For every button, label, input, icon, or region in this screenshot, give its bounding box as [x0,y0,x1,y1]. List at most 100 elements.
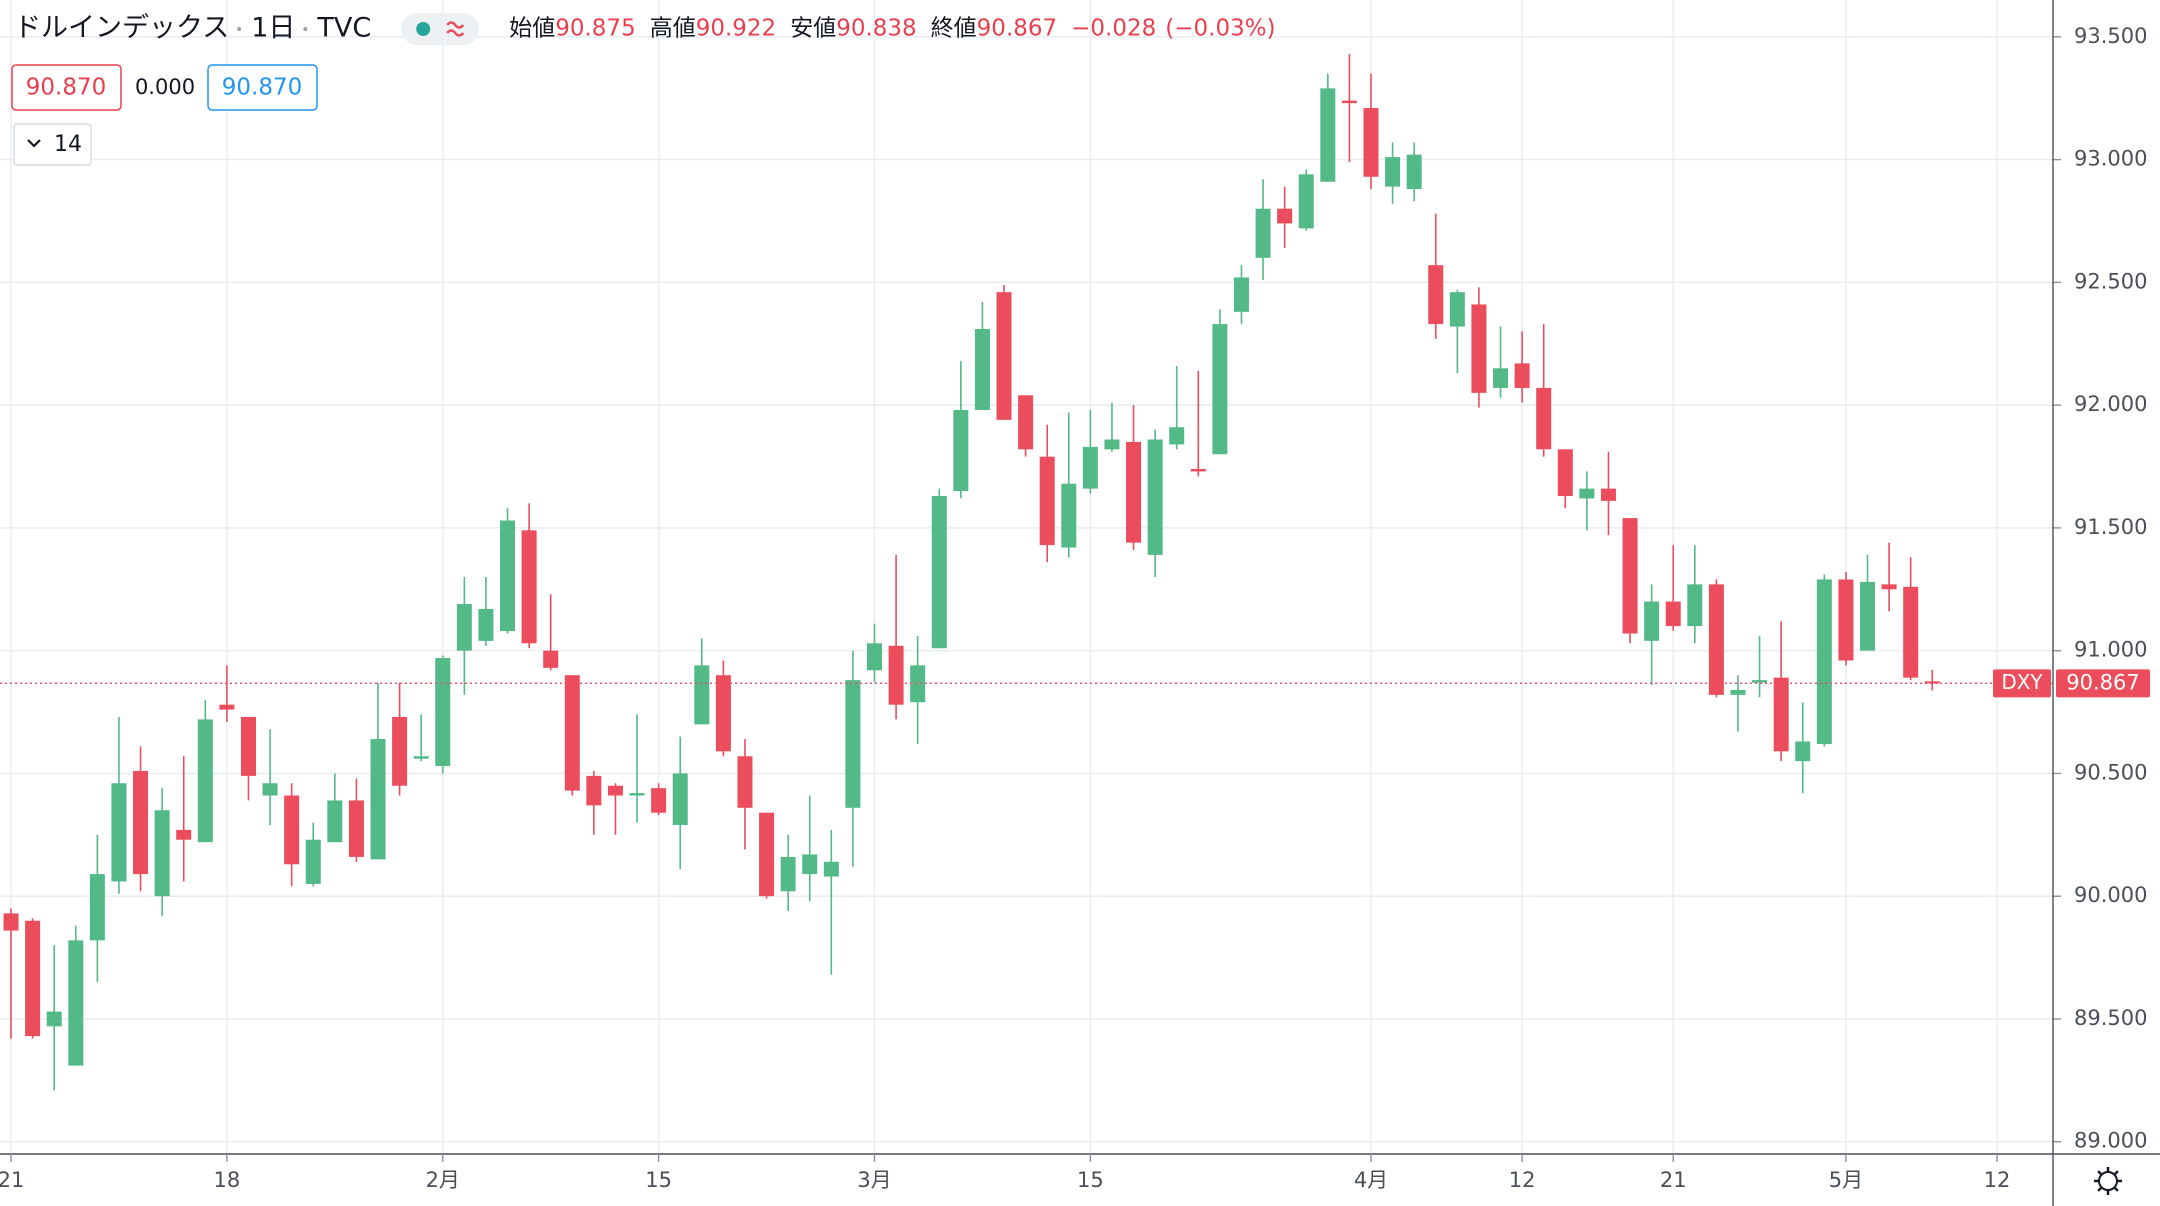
settings-tooth [2114,1187,2119,1192]
change: −0.028 [1071,16,1156,42]
settings-tooth [2114,1170,2119,1175]
candle-body [867,643,883,671]
candle-body [1385,157,1401,187]
y-tick-label: 89.000 [2074,1129,2147,1153]
candle-body [500,520,516,632]
candle-body [456,604,472,651]
candle-body [1860,581,1876,651]
candle-body [1039,456,1055,546]
settings-tooth [2097,1187,2102,1192]
x-tick-label: 3月 [857,1168,891,1192]
ohlc-label: 終値 [931,16,977,42]
symbol-tag-bg [1993,669,2051,698]
candle-body [3,913,19,931]
y-tick-label: 91.500 [2074,515,2147,539]
candle-body [759,812,775,897]
x-tick-label: 5月 [1829,1168,1863,1192]
candle-body [1514,363,1530,388]
candle-body [1557,449,1573,496]
candle-body [672,773,688,825]
last-price-bg [2056,669,2150,698]
candle-body [1471,304,1487,393]
x-tick-label: 12 [1984,1168,2011,1192]
candle-body [197,719,213,843]
candle-body [1838,579,1854,661]
candle-body [154,810,170,897]
settings-icon[interactable] [2098,1171,2118,1191]
candle-body [1773,677,1789,752]
candle-body [1233,277,1249,312]
candle-body [1449,292,1465,327]
source: TVC [316,13,371,44]
candle-body [1212,324,1228,455]
y-tick-label: 89.500 [2074,1006,2147,1030]
candle-body [845,680,861,808]
sell-price: 90.870 [26,75,106,101]
y-tick-label: 90.500 [2074,760,2147,784]
interval: 1日 [251,13,295,44]
candle-body [1644,601,1660,641]
candle-body [46,1011,62,1027]
candle-body [219,704,235,710]
candle-body [1147,439,1163,555]
y-tick-label: 93.000 [2074,147,2147,171]
candle-body [284,795,300,865]
candle-body [1320,88,1336,182]
candle-body [521,530,537,644]
candle-body [564,675,580,791]
candle-body [1881,584,1897,590]
candle-body [413,756,429,759]
market-open-dot [416,22,431,36]
x-tick-label: 2月 [426,1168,460,1192]
candle-body [1126,441,1142,543]
y-tick-label: 91.000 [2074,638,2147,662]
indicators-toggle[interactable] [13,123,92,166]
separator [303,27,308,31]
candle-body [1298,174,1314,229]
candle-body [25,920,41,1037]
candle-body [305,839,321,884]
candle-body [240,716,256,776]
x-tick-label: 21 [0,1168,24,1192]
separator [237,27,242,31]
candle-body [996,292,1012,420]
chevron [27,139,41,148]
candle-body [1363,108,1379,177]
candle-body [1341,100,1357,104]
candle-body [262,783,278,796]
candle-body [1708,584,1724,695]
candle-body [910,665,926,703]
change-percent: (−0.03%) [1165,16,1275,42]
candle-body [1816,579,1832,744]
x-tick-label: 12 [1509,1168,1536,1192]
sell-button [11,64,122,111]
title: ドルインデックス [14,13,229,44]
candle-body [802,854,818,875]
indicator-count: 14 [54,132,82,157]
candle-body [68,940,84,1066]
candle-body [953,410,969,492]
ohlc-label: 安値 [790,16,836,42]
candle-body [823,861,839,877]
symbol-tag: DXY [2001,670,2043,694]
candle-body [1277,208,1293,224]
buy-button [207,64,318,111]
candle-body [348,800,364,857]
candle-body [543,650,559,668]
candle-body [176,829,192,840]
last-price-label: 90.867 [2066,670,2139,694]
ohlc-value: 90.922 [696,16,776,42]
x-tick-label: 21 [1660,1168,1687,1192]
candle-body [1493,368,1509,388]
candle-body [1018,395,1034,450]
candle-body [133,770,149,875]
candle-body [974,329,990,411]
candle-body [651,788,667,813]
candle-body [89,874,105,941]
candle-body [1903,586,1919,678]
candle-body [392,716,408,786]
ohlc-value: 90.838 [836,16,916,42]
candle-body [780,856,796,892]
candle-body [888,645,904,705]
